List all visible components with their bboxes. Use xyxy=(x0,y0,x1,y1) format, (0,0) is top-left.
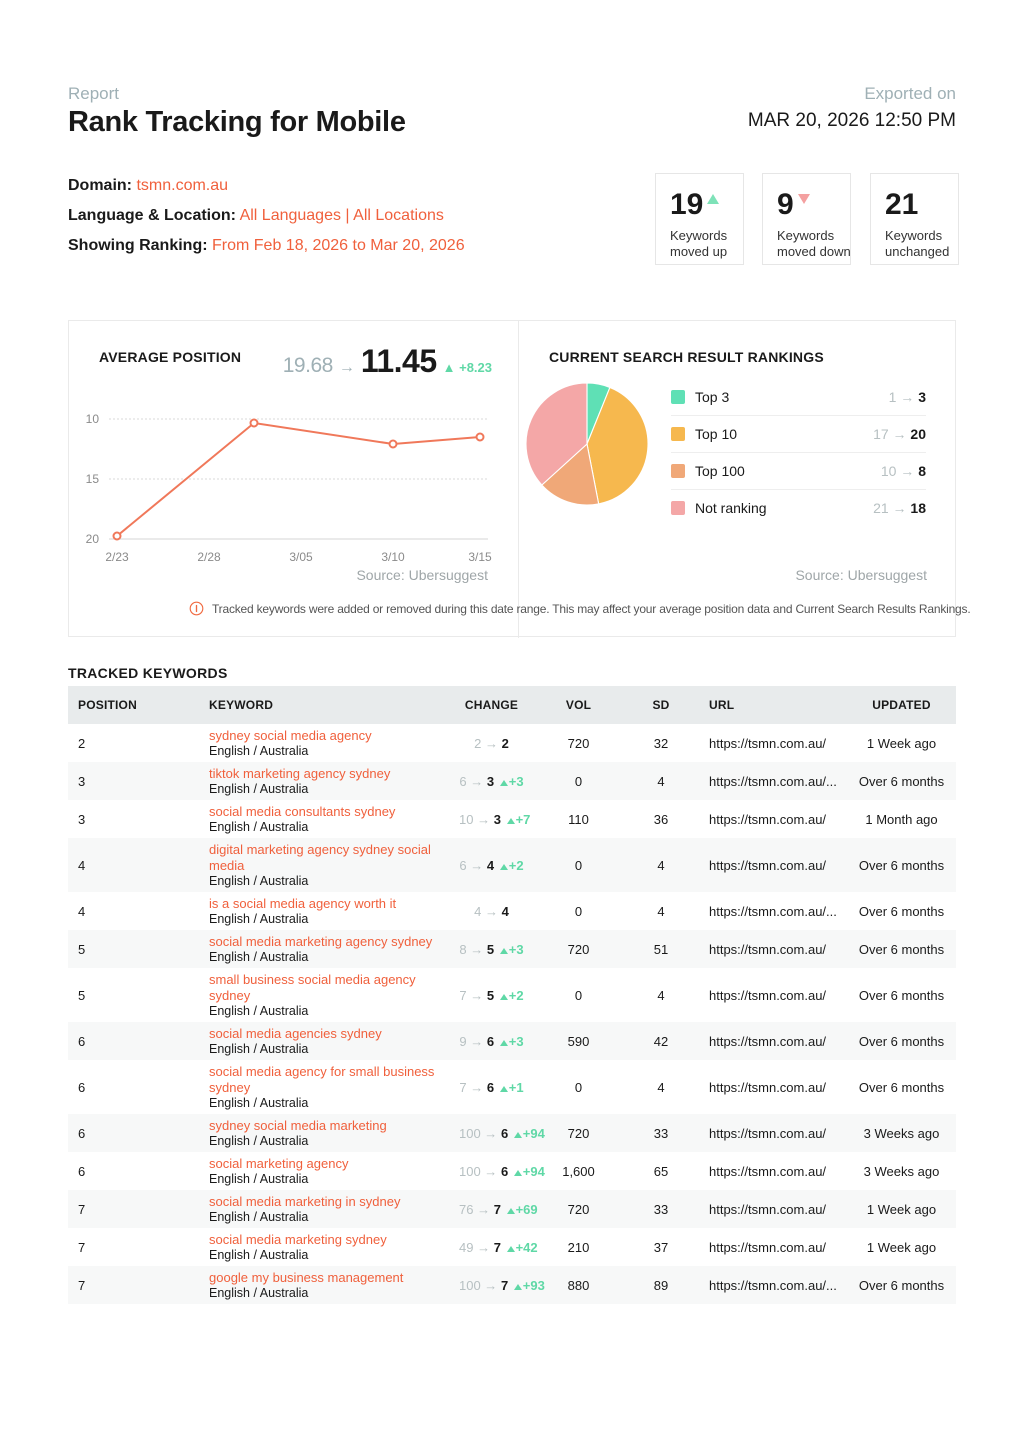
svg-text:20: 20 xyxy=(86,532,100,546)
svg-text:2/28: 2/28 xyxy=(197,550,221,564)
svg-text:10: 10 xyxy=(86,412,100,426)
svg-text:3/10: 3/10 xyxy=(381,550,405,564)
svg-text:3/05: 3/05 xyxy=(289,550,313,564)
svg-text:2/23: 2/23 xyxy=(105,550,129,564)
svg-text:3/15: 3/15 xyxy=(468,550,492,564)
svg-text:15: 15 xyxy=(86,472,100,486)
